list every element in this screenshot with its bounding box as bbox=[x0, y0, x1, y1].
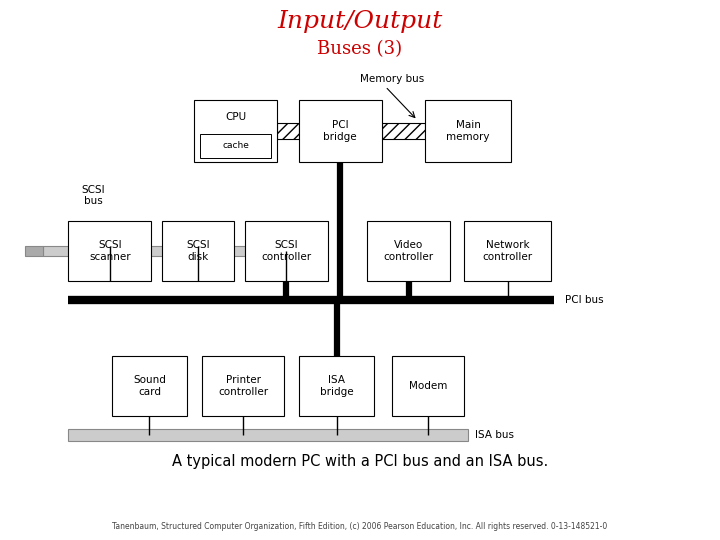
Bar bbox=[392, 356, 464, 416]
Text: Main
memory: Main memory bbox=[446, 120, 490, 142]
Text: A typical modern PC with a PCI bus and an ISA bus.: A typical modern PC with a PCI bus and a… bbox=[172, 454, 548, 469]
Bar bbox=[25, 246, 43, 256]
Text: Network
controller: Network controller bbox=[482, 240, 533, 262]
Text: SCSI
controller: SCSI controller bbox=[261, 240, 311, 262]
Bar bbox=[299, 100, 382, 162]
Bar bbox=[382, 123, 425, 139]
Bar bbox=[464, 221, 551, 281]
Text: PCI
bridge: PCI bridge bbox=[323, 120, 357, 142]
Text: SCSI
scanner: SCSI scanner bbox=[89, 240, 130, 262]
Bar bbox=[68, 221, 151, 281]
Bar bbox=[112, 356, 187, 416]
Bar bbox=[367, 221, 450, 281]
Text: Input/Output: Input/Output bbox=[277, 10, 443, 33]
Text: ISA
bridge: ISA bridge bbox=[320, 375, 354, 397]
Bar bbox=[43, 246, 245, 256]
Bar bbox=[425, 100, 511, 162]
Bar bbox=[68, 429, 468, 441]
Bar bbox=[200, 134, 271, 158]
Text: SCSI
disk: SCSI disk bbox=[186, 240, 210, 262]
Text: PCI bus: PCI bus bbox=[565, 295, 604, 305]
Bar bbox=[245, 221, 328, 281]
Text: Printer
controller: Printer controller bbox=[218, 375, 268, 397]
Text: SCSI
bus: SCSI bus bbox=[82, 185, 105, 206]
Text: Modem: Modem bbox=[409, 381, 448, 391]
Text: Buses (3): Buses (3) bbox=[318, 39, 402, 58]
Text: ISA bus: ISA bus bbox=[475, 430, 514, 440]
Bar bbox=[277, 123, 299, 139]
Bar bbox=[162, 221, 234, 281]
Text: Memory bus: Memory bus bbox=[360, 73, 425, 84]
Bar bbox=[299, 356, 374, 416]
Text: Tanenbaum, Structured Computer Organization, Fifth Edition, (c) 2006 Pearson Edu: Tanenbaum, Structured Computer Organizat… bbox=[112, 522, 608, 531]
Bar bbox=[202, 356, 284, 416]
Text: CPU: CPU bbox=[225, 112, 246, 122]
Text: cache: cache bbox=[222, 141, 249, 150]
Bar bbox=[194, 100, 277, 162]
Text: Video
controller: Video controller bbox=[384, 240, 433, 262]
Text: Sound
card: Sound card bbox=[133, 375, 166, 397]
